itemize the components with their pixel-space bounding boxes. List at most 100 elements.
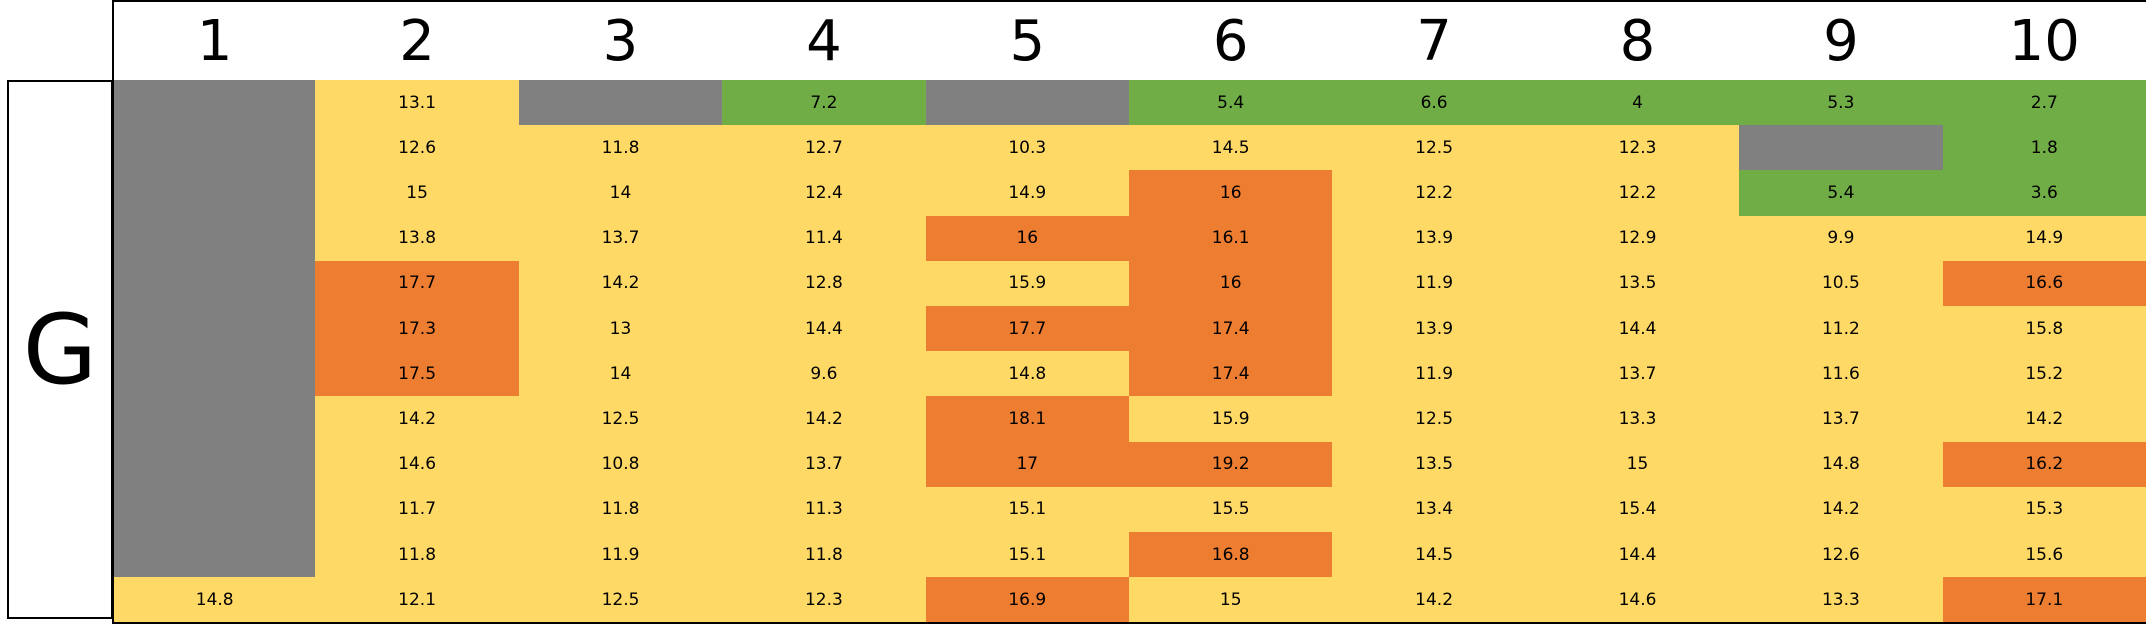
heatmap-cell-r8-c1 — [112, 396, 318, 444]
column-header-6: 6 — [1129, 0, 1335, 82]
heatmap-cell-r9-c10: 16.2 — [1942, 441, 2146, 489]
column-header-7: 7 — [1332, 0, 1538, 82]
heatmap-cell-r9-c2: 14.6 — [315, 441, 521, 489]
heatmap-cell-r6-c8: 14.4 — [1535, 306, 1742, 354]
heatmap-cell-r11-c5: 15.1 — [925, 532, 1131, 580]
heatmap-cell-r1-c10: 2.7 — [1942, 80, 2146, 128]
heatmap-cell-r12-c3: 12.5 — [518, 577, 725, 624]
heatmap-cell-r5-c7: 11.9 — [1332, 260, 1538, 308]
heatmap-cell-r10-c6: 15.5 — [1129, 486, 1335, 534]
heatmap-cell-r2-c8: 12.3 — [1535, 125, 1742, 173]
heatmap-cell-r7-c6: 17.4 — [1129, 351, 1335, 399]
heatmap-cell-r12-c1: 14.8 — [112, 577, 318, 624]
heatmap-cell-r1-c6: 5.4 — [1129, 80, 1335, 128]
heatmap-cell-r1-c7: 6.6 — [1332, 80, 1538, 128]
heatmap-cell-r7-c8: 13.7 — [1535, 351, 1742, 399]
heatmap-cell-r6-c1 — [112, 306, 318, 354]
column-header-2: 2 — [315, 0, 521, 82]
heatmap-cell-r2-c9 — [1739, 125, 1945, 173]
heatmap-cell-r4-c9: 9.9 — [1739, 215, 1945, 263]
heatmap-cell-r5-c6: 16 — [1129, 260, 1335, 308]
heatmap-cell-r8-c8: 13.3 — [1535, 396, 1742, 444]
column-header-3: 3 — [518, 0, 725, 82]
heatmap-cell-r10-c3: 11.8 — [518, 486, 725, 534]
heatmap-cell-r3-c7: 12.2 — [1332, 170, 1538, 218]
column-header-5: 5 — [925, 0, 1131, 82]
heatmap-cell-r7-c2: 17.5 — [315, 351, 521, 399]
heatmap-cell-r2-c4: 12.7 — [722, 125, 928, 173]
heatmap-cell-r10-c4: 11.3 — [722, 486, 928, 534]
heatmap-cell-r1-c5 — [925, 80, 1131, 128]
heatmap-cell-r7-c3: 14 — [518, 351, 725, 399]
heatmap-cell-r9-c5: 17 — [925, 441, 1131, 489]
heatmap-cell-r3-c5: 14.9 — [925, 170, 1131, 218]
heatmap-cell-r4-c4: 11.4 — [722, 215, 928, 263]
heatmap-cell-r7-c5: 14.8 — [925, 351, 1131, 399]
heatmap-cell-r4-c6: 16.1 — [1129, 215, 1335, 263]
heatmap-cell-r3-c2: 15 — [315, 170, 521, 218]
heatmap-cell-r10-c8: 15.4 — [1535, 486, 1742, 534]
heatmap-cell-r2-c2: 12.6 — [315, 125, 521, 173]
heatmap-cell-r8-c4: 14.2 — [722, 396, 928, 444]
heatmap-cell-r4-c5: 16 — [925, 215, 1131, 263]
heatmap-cell-r12-c2: 12.1 — [315, 577, 521, 624]
column-header-1: 1 — [112, 0, 318, 82]
heatmap-cell-r12-c4: 12.3 — [722, 577, 928, 624]
heatmap-cell-r6-c9: 11.2 — [1739, 306, 1945, 354]
column-header-10: 10 — [1942, 0, 2146, 82]
heatmap-cell-r9-c4: 13.7 — [722, 441, 928, 489]
heatmap-cell-r1-c1 — [112, 80, 318, 128]
heatmap-cell-r2-c5: 10.3 — [925, 125, 1131, 173]
heatmap-cell-r11-c9: 12.6 — [1739, 532, 1945, 580]
heatmap-cell-r6-c6: 17.4 — [1129, 306, 1335, 354]
heatmap-cell-r12-c5: 16.9 — [925, 577, 1131, 624]
heatmap-cell-r7-c10: 15.2 — [1942, 351, 2146, 399]
heatmap-cell-r7-c4: 9.6 — [722, 351, 928, 399]
row-group-label: G — [7, 80, 113, 619]
heatmap-cell-r11-c2: 11.8 — [315, 532, 521, 580]
heatmap-cell-r10-c1 — [112, 486, 318, 534]
heatmap-cell-r11-c4: 11.8 — [722, 532, 928, 580]
heatmap-cell-r9-c9: 14.8 — [1739, 441, 1945, 489]
heatmap-cell-r3-c9: 5.4 — [1739, 170, 1945, 218]
heatmap-cell-r9-c6: 19.2 — [1129, 441, 1335, 489]
heatmap-cell-r2-c3: 11.8 — [518, 125, 725, 173]
heatmap-cell-r6-c4: 14.4 — [722, 306, 928, 354]
heatmap-cell-r4-c2: 13.8 — [315, 215, 521, 263]
heatmap-cell-r10-c9: 14.2 — [1739, 486, 1945, 534]
heatmap-cell-r5-c8: 13.5 — [1535, 260, 1742, 308]
heatmap-cell-r4-c3: 13.7 — [518, 215, 725, 263]
heatmap-cell-r9-c3: 10.8 — [518, 441, 725, 489]
heatmap-cell-r4-c10: 14.9 — [1942, 215, 2146, 263]
heatmap-cell-r9-c7: 13.5 — [1332, 441, 1538, 489]
heatmap-cell-r10-c10: 15.3 — [1942, 486, 2146, 534]
heatmap-cell-r4-c8: 12.9 — [1535, 215, 1742, 263]
heatmap-cell-r8-c10: 14.2 — [1942, 396, 2146, 444]
heatmap-cell-r1-c3 — [518, 80, 725, 128]
heatmap-cell-r4-c1 — [112, 215, 318, 263]
heatmap-cell-r12-c9: 13.3 — [1739, 577, 1945, 624]
column-header-9: 9 — [1739, 0, 1945, 82]
heatmap-cell-r1-c4: 7.2 — [722, 80, 928, 128]
heatmap-cell-r11-c7: 14.5 — [1332, 532, 1538, 580]
heatmap-cell-r7-c1 — [112, 351, 318, 399]
heatmap-cell-r2-c10: 1.8 — [1942, 125, 2146, 173]
heatmap-cell-r5-c2: 17.7 — [315, 260, 521, 308]
heatmap-cell-r12-c8: 14.6 — [1535, 577, 1742, 624]
heatmap-cell-r1-c9: 5.3 — [1739, 80, 1945, 128]
heatmap-cell-r11-c10: 15.6 — [1942, 532, 2146, 580]
heatmap-cell-r10-c7: 13.4 — [1332, 486, 1538, 534]
heatmap-cell-r1-c8: 4 — [1535, 80, 1742, 128]
heatmap-cell-r6-c10: 15.8 — [1942, 306, 2146, 354]
heatmap-cell-r1-c2: 13.1 — [315, 80, 521, 128]
heatmap-cell-r4-c7: 13.9 — [1332, 215, 1538, 263]
heatmap-cell-r3-c3: 14 — [518, 170, 725, 218]
heatmap-cell-r11-c8: 14.4 — [1535, 532, 1742, 580]
heatmap-cell-r5-c3: 14.2 — [518, 260, 725, 308]
heatmap-cell-r5-c9: 10.5 — [1739, 260, 1945, 308]
heatmap-cell-r9-c1 — [112, 441, 318, 489]
heatmap-cell-r7-c9: 11.6 — [1739, 351, 1945, 399]
heatmap-cell-r2-c7: 12.5 — [1332, 125, 1538, 173]
heatmap-cell-r6-c2: 17.3 — [315, 306, 521, 354]
